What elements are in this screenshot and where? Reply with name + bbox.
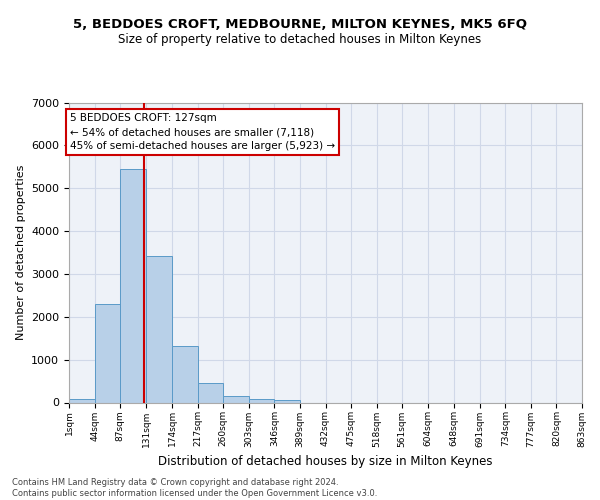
Bar — [197, 383, 223, 402]
X-axis label: Distribution of detached houses by size in Milton Keynes: Distribution of detached houses by size … — [158, 455, 493, 468]
Bar — [120, 169, 146, 402]
Bar — [172, 346, 197, 403]
Text: Size of property relative to detached houses in Milton Keynes: Size of property relative to detached ho… — [118, 32, 482, 46]
Bar — [69, 399, 95, 402]
Bar — [146, 256, 172, 402]
Bar — [95, 304, 120, 402]
Bar — [249, 398, 274, 402]
Text: 5, BEDDOES CROFT, MEDBOURNE, MILTON KEYNES, MK5 6FQ: 5, BEDDOES CROFT, MEDBOURNE, MILTON KEYN… — [73, 18, 527, 30]
Text: Contains HM Land Registry data © Crown copyright and database right 2024.
Contai: Contains HM Land Registry data © Crown c… — [12, 478, 377, 498]
Bar — [223, 396, 249, 402]
Y-axis label: Number of detached properties: Number of detached properties — [16, 165, 26, 340]
Bar — [274, 400, 300, 402]
Text: 5 BEDDOES CROFT: 127sqm
← 54% of detached houses are smaller (7,118)
45% of semi: 5 BEDDOES CROFT: 127sqm ← 54% of detache… — [70, 113, 335, 151]
